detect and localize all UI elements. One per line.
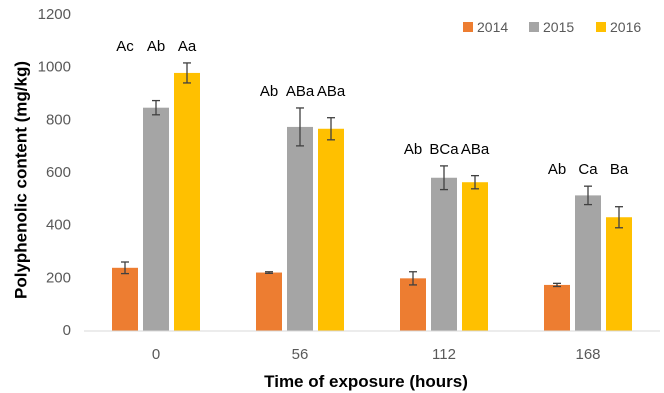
x-axis-ticks: 0 56 112 168 bbox=[152, 346, 601, 363]
bars bbox=[112, 72, 632, 332]
x-tick-label: 56 bbox=[292, 346, 309, 363]
significance-label: Ba bbox=[610, 161, 629, 178]
bar-2015 bbox=[575, 195, 601, 331]
bar-2016 bbox=[318, 128, 344, 331]
significance-label: Ac bbox=[116, 38, 134, 55]
significance-label: ABa bbox=[317, 83, 346, 100]
legend-swatch-2016 bbox=[596, 22, 606, 32]
significance-label: Ab bbox=[260, 83, 278, 100]
legend-swatch-2015 bbox=[529, 22, 539, 32]
y-axis-title-group: Polyphenolic content (mg/kg) bbox=[11, 61, 30, 299]
bar-2016 bbox=[174, 72, 200, 331]
y-axis-ticks: 0 200 400 600 800 1000 1200 bbox=[38, 6, 71, 339]
significance-label: Ab bbox=[404, 141, 422, 158]
bar-2014 bbox=[544, 284, 570, 331]
y-tick-label: 600 bbox=[46, 164, 71, 181]
significance-label: ABa bbox=[286, 83, 315, 100]
bar-2016 bbox=[606, 217, 632, 331]
legend-label: 2016 bbox=[610, 19, 641, 35]
significance-label: BCa bbox=[429, 141, 459, 158]
x-tick-label: 0 bbox=[152, 346, 160, 363]
x-axis-title: Time of exposure (hours) bbox=[264, 372, 468, 391]
legend: 2014 2015 2016 bbox=[463, 19, 641, 35]
y-tick-label: 200 bbox=[46, 269, 71, 286]
error-bars bbox=[121, 62, 623, 288]
y-tick-label: 1000 bbox=[38, 59, 71, 76]
significance-label: ABa bbox=[461, 141, 490, 158]
y-tick-label: 400 bbox=[46, 217, 71, 234]
legend-swatch-2014 bbox=[463, 22, 473, 32]
bar-2014 bbox=[256, 272, 282, 331]
x-tick-label: 168 bbox=[575, 346, 600, 363]
bar-2015 bbox=[431, 177, 457, 331]
bar-2014 bbox=[400, 278, 426, 331]
legend-label: 2014 bbox=[477, 19, 508, 35]
bar-2015 bbox=[287, 126, 313, 332]
bar-2014 bbox=[112, 267, 138, 331]
bar-2015 bbox=[143, 107, 169, 332]
y-axis-title: Polyphenolic content (mg/kg) bbox=[11, 61, 30, 299]
x-tick-label: 112 bbox=[432, 346, 456, 363]
legend-label: 2015 bbox=[543, 19, 574, 35]
significance-label: Aa bbox=[178, 38, 197, 55]
y-tick-label: 800 bbox=[46, 111, 71, 128]
y-tick-label: 1200 bbox=[38, 6, 71, 23]
y-tick-label: 0 bbox=[63, 322, 71, 339]
significance-label: Ab bbox=[548, 161, 566, 178]
significance-label: Ab bbox=[147, 38, 165, 55]
bar-2016 bbox=[462, 182, 488, 331]
significance-label: Ca bbox=[578, 161, 598, 178]
